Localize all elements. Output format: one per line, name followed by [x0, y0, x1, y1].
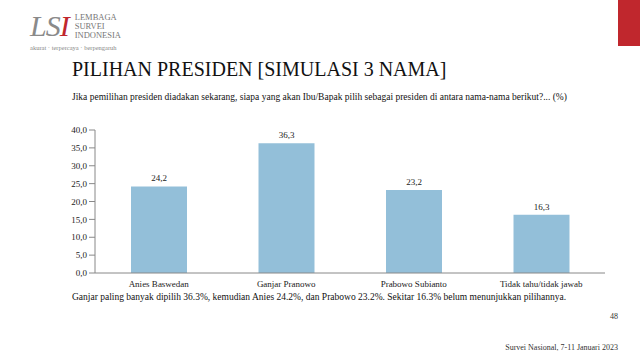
html-text:LEMBAGA: LEMBAGA [74, 11, 117, 22]
svg-text:10,0: 10,0 [71, 232, 87, 242]
html-text:SURVEI: SURVEI [74, 20, 105, 31]
svg-text:Ganjar Pranowo: Ganjar Pranowo [257, 279, 316, 289]
html-text:48: 48 [610, 312, 618, 321]
html-text:INDONESIA: INDONESIA [74, 29, 121, 40]
html-text:akurat · terpercaya · berpenga: akurat · terpercaya · berpengaruh [30, 44, 117, 51]
svg-text:0,0: 0,0 [76, 268, 88, 278]
html-text:Jika pemilihan presiden diadak: Jika pemilihan presiden diadakan sekaran… [72, 92, 567, 102]
svg-text:25,0: 25,0 [71, 179, 87, 189]
svg-text:36,3: 36,3 [279, 130, 295, 140]
svg-text:Anies Baswedan: Anies Baswedan [129, 279, 190, 289]
svg-text:40,0: 40,0 [71, 125, 87, 135]
svg-text:24,2: 24,2 [151, 173, 167, 183]
svg-text:Prabowo Subianto: Prabowo Subianto [381, 279, 448, 289]
html-text:PILIHAN PRESIDEN [SIMULASI 3 N: PILIHAN PRESIDEN [SIMULASI 3 NAMA] [72, 58, 447, 80]
svg-text:Tidak tahu/tidak jawab: Tidak tahu/tidak jawab [500, 279, 583, 289]
html-text:Ganjar paling banyak dipilih 3: Ganjar paling banyak dipilih 36.3%, kemu… [72, 292, 567, 302]
html-text:Survei Nasional, 7-11 Januari: Survei Nasional, 7-11 Januari 2023 [505, 343, 618, 352]
svg-text:23,2: 23,2 [406, 177, 422, 187]
svg-text:5,0: 5,0 [76, 250, 88, 260]
svg-text:20,0: 20,0 [71, 197, 87, 207]
svg-text:15,0: 15,0 [71, 215, 87, 225]
svg-text:16,3: 16,3 [534, 202, 550, 212]
svg-text:35,0: 35,0 [71, 143, 87, 153]
html-text:LS I: LS I [30, 9, 69, 42]
svg-text:30,0: 30,0 [71, 161, 87, 171]
